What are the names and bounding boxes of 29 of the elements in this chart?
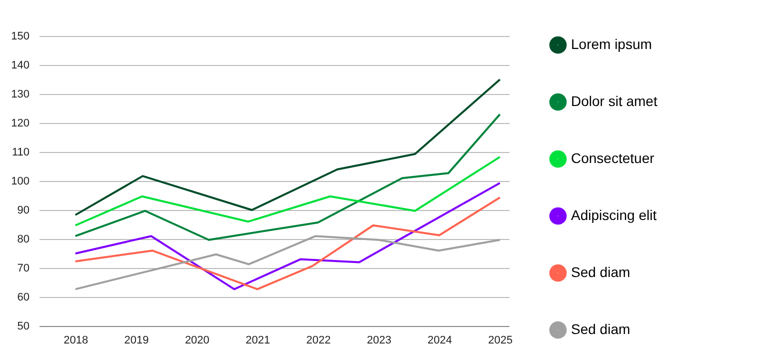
y-tick-label: 140 xyxy=(11,60,30,72)
x-tick-label: 2024 xyxy=(428,334,452,346)
x-tick-label: 2025 xyxy=(488,334,513,346)
y-tick-label: 150 xyxy=(11,30,30,42)
x-tick-label: 2020 xyxy=(184,334,210,346)
y-tick-label: 50 xyxy=(17,320,30,332)
legend-label: Dolor sit amet xyxy=(571,93,658,109)
y-tick-label: 120 xyxy=(11,118,30,130)
legend-label: Sed diam xyxy=(571,264,630,280)
y-tick-label: 80 xyxy=(17,234,30,246)
x-tick-label: 2018 xyxy=(64,334,88,346)
y-tick-label: 100 xyxy=(11,176,30,188)
y-tick-label: 70 xyxy=(17,262,30,274)
x-tick-label: 2023 xyxy=(366,334,392,346)
line-series xyxy=(74,78,501,216)
y-tick-label: 110 xyxy=(12,146,30,158)
line-series xyxy=(74,235,501,290)
x-tick-label: 2021 xyxy=(246,334,270,346)
legend-label: Consectetuer xyxy=(571,150,655,166)
y-tick-label: 60 xyxy=(17,292,30,304)
legend-label: Adipiscing elit xyxy=(571,207,657,223)
legend-label: Sed diam xyxy=(571,321,630,337)
legend-label: Lorem ipsum xyxy=(571,36,652,52)
x-tick-label: 2019 xyxy=(124,334,149,346)
line-series xyxy=(74,113,501,241)
line-series xyxy=(74,156,501,226)
x-tick-label: 2022 xyxy=(306,334,331,346)
y-tick-label: 90 xyxy=(17,204,30,216)
y-tick-label: 130 xyxy=(11,88,30,100)
